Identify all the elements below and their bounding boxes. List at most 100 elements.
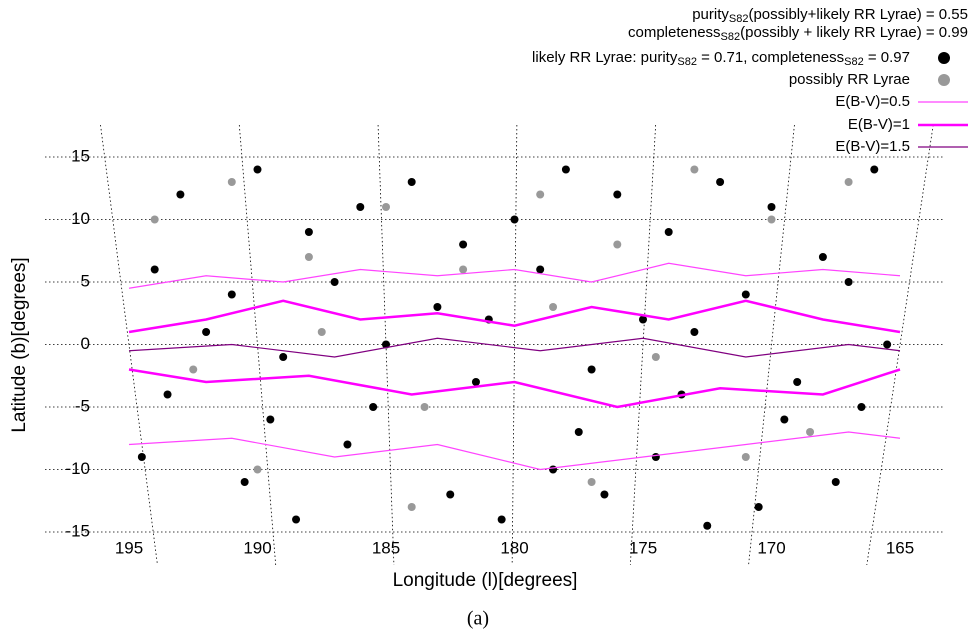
data-point <box>587 365 596 374</box>
text-part: possibly RR Lyrae <box>789 71 910 88</box>
data-point <box>870 165 879 174</box>
data-point <box>459 240 468 249</box>
text-part: likely RR Lyrae: purity <box>532 49 678 66</box>
grid-line <box>238 124 277 566</box>
data-point <box>137 453 146 461</box>
annotation: purityS82(possibly+likely RR Lyrae) = 0.… <box>692 6 968 25</box>
data-point <box>549 303 558 311</box>
data-point <box>420 403 429 411</box>
data-point <box>382 340 390 349</box>
data-point <box>613 190 622 199</box>
x-tick-label: 165 <box>886 538 914 557</box>
data-point <box>780 415 789 424</box>
legend-marker <box>938 74 950 86</box>
data-point <box>459 265 468 274</box>
data-point <box>664 228 673 236</box>
x-tick-label: 180 <box>500 538 528 557</box>
y-tick-label: -15 <box>65 521 90 540</box>
data-point <box>754 503 763 511</box>
data-point <box>176 190 185 199</box>
x-tick-label: 185 <box>372 538 400 557</box>
legend-label: likely RR Lyrae: purityS82 = 0.71, compl… <box>532 49 910 68</box>
data-point <box>510 215 519 224</box>
data-point <box>741 453 750 461</box>
text-part: completeness <box>628 24 721 41</box>
y-tick-label: 5 <box>81 271 90 290</box>
data-point <box>227 178 236 186</box>
y-tick-label: -10 <box>65 459 90 478</box>
data-point <box>292 515 301 524</box>
text-part: E(B-V)=1.5 <box>835 138 910 155</box>
data-point <box>343 440 352 449</box>
data-point <box>446 490 455 499</box>
subscript: S82 <box>721 31 741 43</box>
grid-line <box>629 124 657 566</box>
data-point <box>304 228 313 236</box>
data-point <box>883 340 892 349</box>
data-point <box>253 165 262 174</box>
subscript: S82 <box>729 13 749 25</box>
data-point <box>356 203 365 211</box>
data-point <box>651 353 660 361</box>
data-point <box>407 178 416 186</box>
data-point <box>382 203 390 211</box>
data-point <box>407 503 416 511</box>
data-point <box>536 190 545 199</box>
data-point <box>767 215 776 224</box>
data-point <box>857 403 866 411</box>
data-point <box>613 240 622 249</box>
annotation: completenessS82(possibly + likely RR Lyr… <box>628 24 968 43</box>
x-tick-label: 190 <box>243 538 271 557</box>
data-point <box>253 465 262 474</box>
data-point <box>266 415 275 424</box>
data-point <box>471 378 480 386</box>
data-point <box>163 390 172 399</box>
data-point <box>793 378 802 386</box>
data-point <box>651 453 660 461</box>
data-point <box>202 328 211 336</box>
text-part: E(B-V)=1 <box>848 116 910 133</box>
data-point <box>690 165 699 174</box>
data-point <box>844 178 853 186</box>
contour-line <box>128 299 901 409</box>
data-point <box>639 315 647 324</box>
contour-line <box>128 337 901 358</box>
x-tick-label: 195 <box>115 538 143 557</box>
data-point <box>240 478 249 486</box>
legend-label: E(B-V)=0.5 <box>835 93 910 110</box>
data-point <box>304 253 313 261</box>
data-point <box>600 490 609 499</box>
data-point <box>536 265 545 274</box>
legend-marker <box>938 52 950 64</box>
legend-label: E(B-V)=1.5 <box>835 138 910 155</box>
data-point <box>690 328 699 336</box>
data-point <box>317 328 326 336</box>
text-part: purity <box>692 6 729 23</box>
legend-label: possibly RR Lyrae <box>789 71 910 88</box>
x-tick-label: 175 <box>629 538 657 557</box>
data-point <box>767 203 776 211</box>
data-point <box>741 290 750 299</box>
data-point <box>574 428 583 436</box>
data-point <box>716 178 725 186</box>
y-tick-label: 0 <box>81 334 90 353</box>
data-point <box>433 303 442 311</box>
data-point <box>227 290 236 299</box>
x-tick-label: 170 <box>757 538 785 557</box>
grid-line <box>866 124 934 566</box>
subscript: S82 <box>677 56 697 68</box>
contour-line <box>128 262 901 471</box>
data-point <box>818 253 827 261</box>
text-part: = 0.97 <box>864 49 910 66</box>
legend-label: E(B-V)=1 <box>848 116 910 133</box>
data-point <box>806 428 815 436</box>
data-point <box>497 515 506 524</box>
data-point <box>150 265 159 274</box>
data-point <box>189 365 198 374</box>
y-axis-label: Latitude (b)[degrees] <box>9 257 30 432</box>
data-point <box>587 478 596 486</box>
data-point <box>831 478 840 486</box>
data-point <box>561 165 570 174</box>
grid-line <box>100 124 158 566</box>
